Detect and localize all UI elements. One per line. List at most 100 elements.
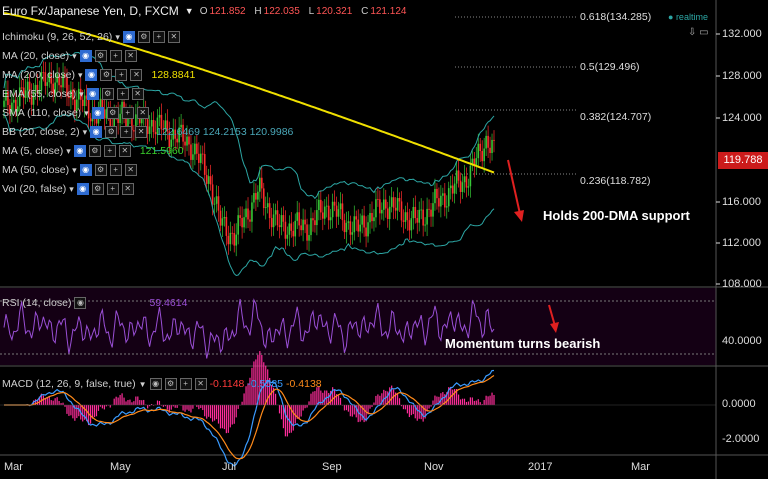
settings-icon[interactable]: ⚙ [94,164,107,176]
eye-icon[interactable]: ◉ [122,31,135,43]
eye-icon[interactable]: ◉ [76,183,89,195]
eye-icon[interactable]: ◉ [74,297,87,309]
eye-icon[interactable]: ◉ [91,107,104,119]
candle-body [89,118,92,122]
chevron-down-icon[interactable]: ▼ [138,379,147,389]
macd-hist-bar [314,391,316,405]
chevron-down-icon[interactable]: ▼ [184,6,194,16]
symbol-title[interactable]: Euro Fx/Japanese Yen, D, FXCM [2,4,179,18]
eye-icon[interactable]: ◉ [149,378,162,390]
close-icon[interactable]: ✕ [118,145,131,157]
minimize-icon[interactable]: ▭ [699,27,709,38]
add-icon[interactable]: + [103,145,116,157]
chevron-down-icon[interactable]: ▾ [69,183,74,194]
eye-icon[interactable]: ◉ [79,164,92,176]
close-icon[interactable]: ✕ [136,107,149,119]
chevron-down-icon[interactable]: ▾ [72,164,77,175]
candle-body [345,222,348,233]
settings-icon[interactable]: ⚙ [137,31,150,43]
date-axis-label: May [110,461,131,473]
add-icon[interactable]: + [109,50,122,62]
chevron-down-icon[interactable]: ▾ [79,88,84,99]
indicator-row[interactable]: SMA (110, close) ▾ ◉ ⚙ + ✕ [2,107,149,119]
close-icon[interactable]: ✕ [124,164,137,176]
macd-hist-bar [42,395,44,405]
candle-body [225,216,228,236]
indicator-row[interactable]: Ichimoku (9, 26, 52, 26) ▾ ◉ ⚙ + ✕ [2,31,180,43]
eye-icon[interactable]: ◉ [90,126,103,138]
macd-hist-bar [40,393,42,405]
candle-body [469,165,472,187]
candle-body [422,209,424,226]
settings-icon[interactable]: ⚙ [94,50,107,62]
move-down-icon[interactable]: ⇩ [688,27,697,38]
candle-body [278,225,281,228]
eye-icon[interactable]: ◉ [86,88,99,100]
chevron-down-icon[interactable]: ▾ [77,69,83,80]
close-icon[interactable]: ✕ [121,183,134,195]
candle-body [72,89,74,100]
macd-hist-bar [412,405,414,415]
add-icon[interactable]: + [121,107,134,119]
chevron-down-icon[interactable]: ▾ [72,50,77,61]
add-icon[interactable]: + [152,31,165,43]
chevron-down-icon[interactable]: ▾ [115,31,120,42]
chevron-down-icon[interactable]: ▾ [84,107,89,118]
macd-hist-bar [454,389,456,405]
macd-hist-bar [34,399,37,405]
chevron-down-icon[interactable]: ▾ [66,145,71,156]
settings-icon[interactable]: ⚙ [101,88,114,100]
eye-icon[interactable]: ◉ [79,50,92,62]
macd-hist-bar [253,361,255,405]
settings-icon[interactable]: ⚙ [105,126,118,138]
eye-icon[interactable]: ◉ [85,69,98,81]
candle-body [473,158,476,167]
macd-hist-bar [312,391,314,405]
close-icon[interactable]: ✕ [124,50,137,62]
add-icon[interactable]: + [179,378,192,390]
indicator-row[interactable]: BB (20, close, 2) ▾ ◉ ⚙ + ✕ 122.6469 124.2153 … [2,126,293,138]
macd-hist-bar [465,401,468,405]
indicator-row[interactable]: MA (20, close) ▾ ◉ ⚙ + ✕ [2,50,137,62]
add-icon[interactable]: + [116,88,129,100]
close-icon[interactable]: ✕ [194,378,207,390]
close-icon[interactable]: ✕ [167,31,180,43]
macd-hist-bar [493,394,495,405]
fib-level-0382: 0.382(124.707) [580,111,652,123]
macd-hist-bar [211,405,214,422]
indicator-row[interactable]: Vol (20, false) ▾ ◉ ⚙ + ✕ [2,183,134,195]
close-icon[interactable]: ✕ [131,88,144,100]
candle-body [475,158,478,167]
pane-controls[interactable]: ⇩ ▭ [688,27,709,38]
settings-icon[interactable]: ⚙ [91,183,104,195]
chevron-down-icon[interactable]: ▾ [82,126,88,137]
macd-hist-bar [457,394,460,405]
add-icon[interactable]: + [120,126,133,138]
eye-icon[interactable]: ◉ [73,145,86,157]
indicator-row[interactable]: MA (5, close) ▾ ◉ ⚙ + ✕ 121.5960 [2,145,184,157]
settings-icon[interactable]: ⚙ [164,378,177,390]
add-icon[interactable]: + [115,69,128,81]
close-icon[interactable]: ✕ [135,126,148,138]
add-icon[interactable]: + [106,183,119,195]
price-axis-label: 116.000 [722,196,761,208]
candle-body [436,188,438,199]
candle-body [373,217,375,222]
macd-hist-bar [461,398,464,405]
candle-body [36,84,39,95]
indicator-value: 122.6469 124.2153 120.9986 [156,126,294,138]
indicator-row[interactable]: MA (50, close) ▾ ◉ ⚙ + ✕ [2,164,137,176]
indicator-row[interactable]: MA (200, close) ▾ ◉ ⚙ + ✕ 128.8841 [2,69,195,81]
settings-icon[interactable]: ⚙ [100,69,113,81]
candle-body [284,221,287,239]
settings-icon[interactable]: ⚙ [106,107,119,119]
add-icon[interactable]: + [109,164,122,176]
close-icon[interactable]: ✕ [130,69,143,81]
candle-body [318,199,320,211]
indicator-row[interactable]: EMA (55, close) ▾ ◉ ⚙ + ✕ [2,88,144,100]
settings-icon[interactable]: ⚙ [88,145,101,157]
macd-hist-bar [471,397,473,405]
macd-hist-bar [448,387,450,405]
candle-body [131,115,133,131]
